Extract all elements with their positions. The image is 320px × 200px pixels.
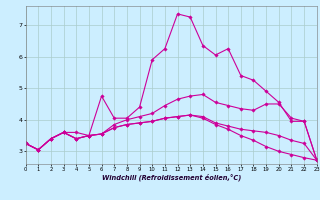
X-axis label: Windchill (Refroidissement éolien,°C): Windchill (Refroidissement éolien,°C) <box>101 174 241 181</box>
